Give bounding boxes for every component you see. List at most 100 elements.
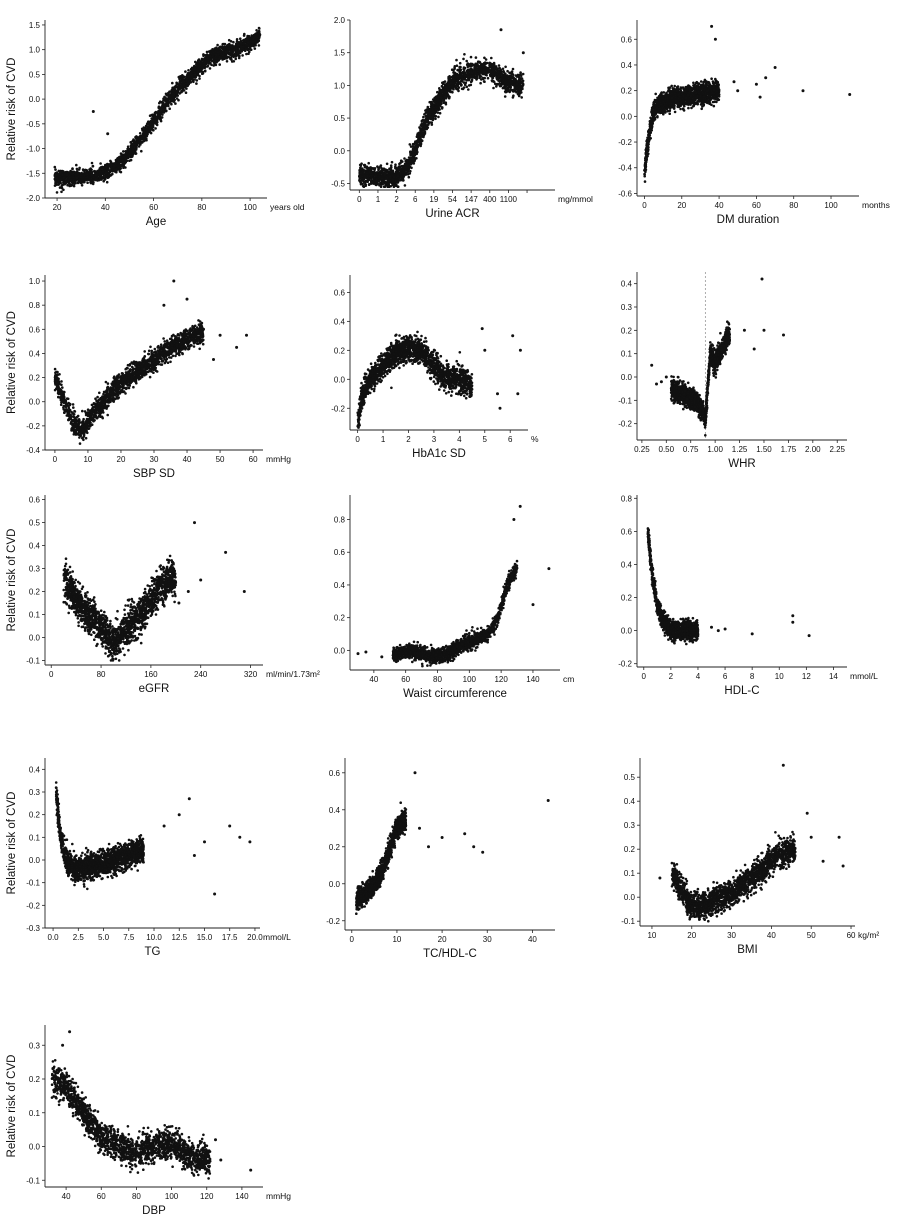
scatter-point — [522, 73, 525, 76]
scatter-point — [471, 63, 474, 66]
scatter-point — [250, 44, 253, 47]
scatter-point — [149, 122, 152, 125]
scatter-point — [234, 58, 237, 61]
scatter-point — [381, 172, 384, 175]
scatter-point — [195, 63, 198, 66]
y-tick-label: 0.5 — [29, 70, 41, 79]
scatter-point — [104, 178, 107, 181]
scatter-point — [153, 116, 156, 119]
scatter-point — [91, 174, 94, 177]
scatter-point — [129, 150, 132, 153]
scatter-point — [381, 170, 384, 173]
scatter-point — [230, 58, 233, 61]
scatter-point — [71, 167, 74, 170]
scatter-point — [244, 39, 247, 42]
scatter-point — [243, 34, 246, 37]
scatter-point — [121, 159, 124, 162]
scatter-point — [89, 167, 92, 170]
y-axis-label: Relative risk of CVD — [6, 58, 18, 161]
scatter-point — [128, 152, 131, 155]
scatter-point — [225, 55, 228, 58]
scatter-point — [152, 123, 155, 126]
scatter-point — [386, 163, 389, 166]
scatter-point — [478, 61, 481, 64]
scatter-point — [515, 87, 518, 90]
scatter-point — [358, 169, 361, 172]
scatter-point — [369, 168, 372, 171]
scatter-point — [520, 84, 523, 87]
scatter-point — [425, 110, 428, 113]
scatter-point — [478, 77, 481, 80]
scatter-point — [421, 125, 424, 128]
scatter-point — [212, 51, 215, 54]
scatter-point — [201, 67, 204, 70]
scatter-point — [93, 170, 96, 173]
scatter-point — [483, 57, 486, 60]
scatter-point — [224, 57, 227, 60]
scatter-point — [152, 129, 155, 132]
scatter-point — [119, 156, 122, 159]
scatter-point — [477, 73, 480, 76]
y-tick-label: -2.0 — [26, 194, 40, 203]
scatter-point — [494, 83, 497, 86]
x-tick-label: 60 — [752, 201, 761, 210]
scatter-point — [417, 140, 420, 143]
scatter-point — [458, 78, 461, 81]
scatter-point — [95, 174, 98, 177]
scatter-point — [422, 116, 425, 119]
x-tick-label: 6 — [413, 195, 418, 204]
scatter-point — [368, 171, 371, 174]
scatter-point — [66, 174, 69, 177]
scatter-point — [247, 38, 250, 41]
scatter-point — [389, 177, 392, 180]
outlier-point — [518, 87, 521, 90]
scatter-point — [495, 85, 498, 88]
scatter-point — [198, 77, 201, 80]
scatter-point — [207, 54, 210, 57]
scatter-point — [391, 161, 394, 164]
scatter-point — [521, 82, 524, 85]
scatter-point — [132, 148, 135, 151]
scatter-point — [255, 33, 258, 36]
scatter-point — [386, 169, 389, 172]
scatter-point — [67, 179, 70, 182]
scatter-point — [230, 40, 233, 43]
x-tick-label: 2 — [394, 195, 399, 204]
scatter-point — [177, 84, 180, 87]
scatter-point — [394, 184, 397, 187]
scatter-point — [139, 139, 142, 142]
scatter-point — [76, 168, 79, 171]
scatter-point — [511, 73, 514, 76]
scatter-point — [458, 68, 461, 71]
scatter-point — [444, 86, 447, 89]
scatter-point — [480, 68, 483, 71]
scatter-point — [412, 152, 415, 155]
scatter-point — [512, 76, 515, 79]
scatter-point — [99, 170, 102, 173]
scatter-point — [485, 74, 488, 77]
scatter-point — [468, 68, 471, 71]
scatter-point — [494, 70, 497, 73]
scatter-point — [255, 38, 258, 41]
scatter-point — [452, 69, 455, 72]
scatter-point — [433, 97, 436, 100]
outlier-point — [92, 110, 95, 113]
scatter-point — [468, 84, 471, 87]
scatter-point — [367, 162, 370, 165]
scatter-point — [80, 172, 83, 175]
scatter-point — [439, 101, 442, 104]
scatter-points — [54, 27, 262, 194]
scatter-point — [170, 99, 173, 102]
scatter-point — [90, 182, 93, 185]
scatter-point — [403, 157, 406, 160]
scatter-point — [179, 80, 182, 83]
scatter-point — [375, 177, 378, 180]
scatter-point — [231, 55, 234, 58]
scatter-point — [111, 173, 114, 176]
scatter-point — [453, 75, 456, 78]
scatter-point — [203, 64, 206, 67]
scatter-point — [176, 92, 179, 95]
scatter-point — [417, 132, 420, 135]
scatter-point — [366, 176, 369, 179]
scatter-point — [237, 42, 240, 45]
